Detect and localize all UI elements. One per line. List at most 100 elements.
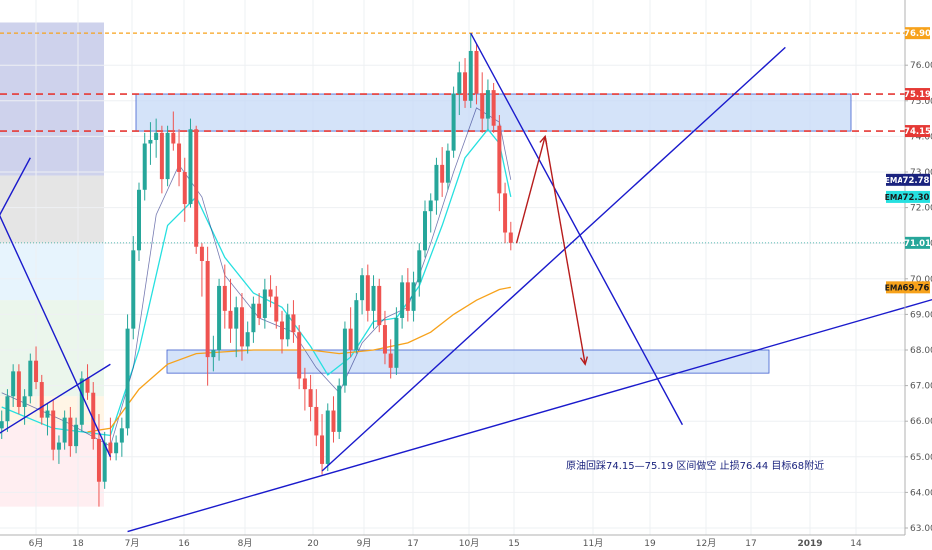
candle-body[interactable]: [5, 396, 10, 422]
candle-body[interactable]: [337, 385, 342, 432]
candle-body[interactable]: [485, 90, 490, 119]
candle-body[interactable]: [497, 125, 502, 194]
candle-body[interactable]: [394, 317, 399, 368]
candle-body[interactable]: [217, 285, 222, 350]
candle-body[interactable]: [11, 371, 16, 397]
descending-trendline[interactable]: [470, 32, 684, 426]
demand-zone[interactable]: [166, 349, 770, 374]
candle-body[interactable]: [257, 303, 262, 318]
candle-body[interactable]: [239, 307, 244, 347]
candle-body[interactable]: [0, 421, 4, 429]
candle-body[interactable]: [114, 442, 119, 454]
candle-body[interactable]: [320, 435, 325, 464]
candle-body[interactable]: [480, 93, 485, 119]
candle-body[interactable]: [388, 353, 393, 368]
candle-body[interactable]: [194, 129, 199, 247]
candle-body[interactable]: [45, 410, 50, 418]
candle-body[interactable]: [137, 189, 141, 251]
candle-body[interactable]: [325, 410, 330, 464]
left-down-line[interactable]: [0, 157, 31, 243]
candle-body[interactable]: [354, 300, 359, 350]
candles[interactable]: [0, 33, 513, 507]
y-tick-label: 69.00: [910, 310, 932, 320]
candle-body[interactable]: [228, 310, 233, 329]
candle-body[interactable]: [205, 261, 210, 358]
candle-body[interactable]: [400, 282, 405, 318]
candle-body[interactable]: [348, 328, 353, 350]
candle-body[interactable]: [74, 424, 79, 447]
candle-body[interactable]: [474, 50, 479, 94]
candle-body[interactable]: [79, 378, 84, 425]
candle-body[interactable]: [51, 410, 56, 450]
candle-body[interactable]: [457, 72, 462, 94]
candle-body[interactable]: [371, 285, 376, 311]
candle-body[interactable]: [405, 282, 410, 311]
candle-body[interactable]: [245, 332, 250, 347]
candle-body[interactable]: [423, 211, 427, 251]
candle-body[interactable]: [365, 275, 370, 311]
candle-body[interactable]: [491, 90, 496, 126]
candle-body[interactable]: [102, 442, 107, 482]
candle-body[interactable]: [468, 50, 473, 101]
candle-body[interactable]: [251, 303, 256, 333]
candle-body[interactable]: [451, 93, 456, 151]
candle-body[interactable]: [377, 285, 382, 326]
candle-body[interactable]: [119, 428, 124, 443]
candle-body[interactable]: [508, 232, 513, 243]
candle-body[interactable]: [22, 396, 27, 407]
candle-body[interactable]: [56, 442, 61, 450]
candle-body[interactable]: [91, 392, 96, 439]
candle-body[interactable]: [331, 410, 336, 432]
candle-body[interactable]: [274, 296, 279, 322]
candle-body[interactable]: [382, 325, 387, 354]
candle-body[interactable]: [165, 132, 170, 180]
candle-body[interactable]: [503, 193, 508, 233]
candle-body[interactable]: [159, 132, 164, 180]
candle-body[interactable]: [291, 314, 296, 333]
candle-body[interactable]: [428, 200, 433, 212]
candle-body[interactable]: [154, 132, 159, 140]
candle-body[interactable]: [211, 350, 216, 358]
candle-body[interactable]: [268, 289, 273, 297]
rising-support-short[interactable]: [321, 46, 786, 472]
candle-body[interactable]: [108, 442, 113, 454]
candle-body[interactable]: [182, 172, 187, 205]
candle-body[interactable]: [85, 378, 90, 393]
candle-body[interactable]: [302, 378, 307, 390]
candle-body[interactable]: [177, 143, 182, 172]
candle-body[interactable]: [28, 360, 33, 397]
left-cross-line-b[interactable]: [0, 363, 111, 442]
rising-support-long[interactable]: [127, 286, 932, 533]
candle-body[interactable]: [222, 285, 227, 311]
candle-body[interactable]: [171, 132, 176, 144]
candle-body[interactable]: [34, 360, 39, 383]
left-cross-line-a[interactable]: [0, 208, 112, 458]
candle-body[interactable]: [125, 328, 130, 429]
candle-body[interactable]: [285, 314, 290, 340]
candle-body[interactable]: [131, 250, 136, 329]
candle-body[interactable]: [308, 389, 313, 407]
candle-body[interactable]: [96, 439, 101, 482]
candle-body[interactable]: [314, 406, 319, 436]
candle-body[interactable]: [234, 307, 239, 329]
candle-body[interactable]: [434, 164, 439, 201]
candle-body[interactable]: [199, 246, 204, 261]
candle-body[interactable]: [68, 417, 73, 447]
candle-body[interactable]: [342, 328, 347, 386]
candle-body[interactable]: [297, 332, 302, 379]
candle-body[interactable]: [148, 139, 153, 144]
candle-body[interactable]: [417, 250, 422, 283]
candle-body[interactable]: [440, 164, 445, 183]
candle-body[interactable]: [411, 282, 416, 311]
candle-body[interactable]: [62, 417, 67, 443]
candle-body[interactable]: [280, 321, 284, 340]
candle-body[interactable]: [463, 72, 468, 101]
candle-body[interactable]: [360, 275, 365, 301]
trend-lines[interactable]: [0, 32, 932, 533]
candle-body[interactable]: [39, 382, 44, 418]
candle-body[interactable]: [262, 289, 267, 318]
candle-body[interactable]: [16, 371, 21, 407]
candle-body[interactable]: [142, 143, 147, 190]
candle-body[interactable]: [445, 150, 450, 183]
candle-body[interactable]: [188, 129, 193, 205]
